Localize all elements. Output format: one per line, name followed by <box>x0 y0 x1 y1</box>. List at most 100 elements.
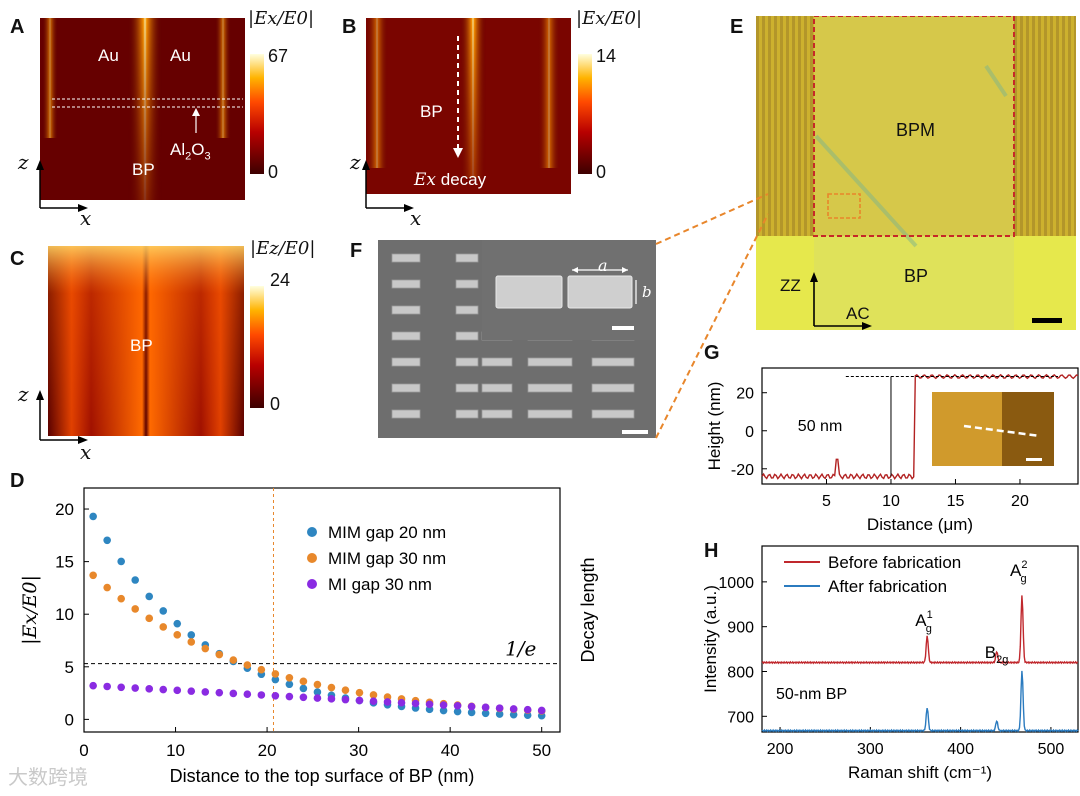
colorbar-title-c: |Ez/E0| <box>250 238 316 259</box>
panel-f-sem-image <box>378 240 656 438</box>
sem-pad <box>527 409 573 419</box>
data-point-0 <box>453 707 462 716</box>
plot-frame <box>83 487 561 733</box>
y-tick-label: 5 <box>65 658 74 677</box>
x-tick-label: 500 <box>1038 741 1065 758</box>
chart-d: 0 10 20 30 40 50 0 5 10 15 20 1/e MIM gap 20 nm MIM g… <box>19 487 598 786</box>
sem-pad <box>481 409 513 419</box>
panel-a-figure <box>36 18 264 212</box>
legend-label-2: MI gap 30 nm <box>328 575 432 594</box>
data-point-0 <box>313 688 322 696</box>
data-point-1 <box>215 650 224 659</box>
data-point-2 <box>299 693 308 702</box>
x-tick-label: 20 <box>258 741 277 760</box>
colorbar-min-b: 0 <box>596 162 607 182</box>
threshold-label: 1/e <box>505 637 536 661</box>
step-height-label: 50 nm <box>798 418 842 435</box>
sample-annotation: 50-nm BP <box>776 686 847 703</box>
data-point-2 <box>243 690 252 699</box>
data-point-2 <box>453 702 462 710</box>
sem-pad <box>527 357 573 367</box>
data-point-0 <box>467 708 476 717</box>
label-zz: ZZ <box>780 276 801 295</box>
panel-b-figure <box>362 18 592 212</box>
label-al2o3: Al2O3 <box>170 140 211 163</box>
legend-label-1: After fabrication <box>828 577 947 596</box>
data-point-2 <box>145 685 154 693</box>
data-point-2 <box>495 704 504 712</box>
x-tick-label: 20 <box>1011 493 1029 510</box>
data-point-2 <box>481 703 490 712</box>
data-point-2 <box>369 697 378 705</box>
y-tick-label: 10 <box>55 605 74 624</box>
data-point-2 <box>355 696 364 705</box>
data-point-0 <box>117 557 125 566</box>
label-bp-a: BP <box>132 160 155 179</box>
data-point-2 <box>341 695 350 704</box>
label-au-right: Au <box>170 46 191 65</box>
y-tick-label: 20 <box>736 386 754 403</box>
data-point-2 <box>523 705 532 714</box>
data-point-1 <box>117 594 125 603</box>
data-point-1 <box>355 688 364 697</box>
sem-pad <box>455 331 479 341</box>
axis-x-a: x <box>80 206 92 230</box>
y-tick-label: 700 <box>727 709 754 726</box>
watermark: 大数跨境 <box>8 767 88 789</box>
data-point-1 <box>201 644 210 653</box>
sem-pad <box>391 357 421 367</box>
data-point-0 <box>145 592 154 601</box>
legend-marker-0 <box>307 527 317 537</box>
x-tick-label: 200 <box>767 741 794 758</box>
panel-a-letter: A <box>10 16 25 38</box>
sem-pad <box>391 253 421 263</box>
zoom-connector <box>655 193 769 439</box>
data-point-2 <box>89 681 97 690</box>
sem-pad <box>591 383 635 393</box>
data-point-2 <box>285 692 294 701</box>
colorbar-min-a: 0 <box>268 162 279 182</box>
colorbar-min-c: 0 <box>270 394 281 414</box>
label-bpm: BPM <box>896 120 936 140</box>
afm-scale-bar <box>1026 458 1042 461</box>
colorbar-max-a: 67 <box>268 46 289 66</box>
y-tick-label: 900 <box>727 620 754 637</box>
sem-pad <box>591 409 635 419</box>
y-tick-label: 15 <box>55 553 74 572</box>
y-tick-label: -20 <box>731 462 754 479</box>
label-bp-e: BP <box>904 266 929 286</box>
data-point-2 <box>131 684 140 692</box>
legend-label-1: MIM gap 30 nm <box>328 549 446 568</box>
y-axis-label: |Ex/E0| <box>19 575 41 645</box>
data-point-0 <box>495 710 504 718</box>
sem-pad <box>455 279 479 289</box>
label-bp-b: BP <box>420 102 443 121</box>
data-point-0 <box>299 684 308 693</box>
data-point-1 <box>243 661 252 669</box>
x-tick-label: 0 <box>79 741 88 760</box>
data-point-1 <box>341 686 350 695</box>
label-ex-decay: Ex decay <box>414 170 487 190</box>
data-point-2 <box>467 702 476 711</box>
data-point-1 <box>257 665 266 674</box>
axis-z-b: z <box>350 150 361 174</box>
label-bp-c: BP <box>130 336 153 355</box>
label-dim-b: b <box>642 283 652 301</box>
peak-label: A1 g <box>915 609 932 635</box>
panel-c-figure <box>36 246 264 444</box>
axis-x-b: x <box>410 206 422 230</box>
data-point-2 <box>103 682 111 691</box>
x-tick-label: 50 <box>532 741 551 760</box>
y-tick-label: 20 <box>55 500 74 519</box>
raman-line-0 <box>761 595 1079 665</box>
data-point-2 <box>509 705 518 713</box>
axis-z-a: z <box>18 150 29 174</box>
data-point-2 <box>439 701 448 709</box>
chart-g: 5 10 15 20 -20 0 20 50 nm Distance (μm) Height (n… <box>705 367 1079 534</box>
x-axis-label: Raman shift (cm⁻¹) <box>848 763 992 782</box>
x-tick-label: 10 <box>166 741 185 760</box>
sem-pad <box>455 409 479 419</box>
panel-h-letter: H <box>704 540 719 562</box>
y-tick-label: 0 <box>745 424 754 441</box>
data-point-2 <box>229 689 238 698</box>
